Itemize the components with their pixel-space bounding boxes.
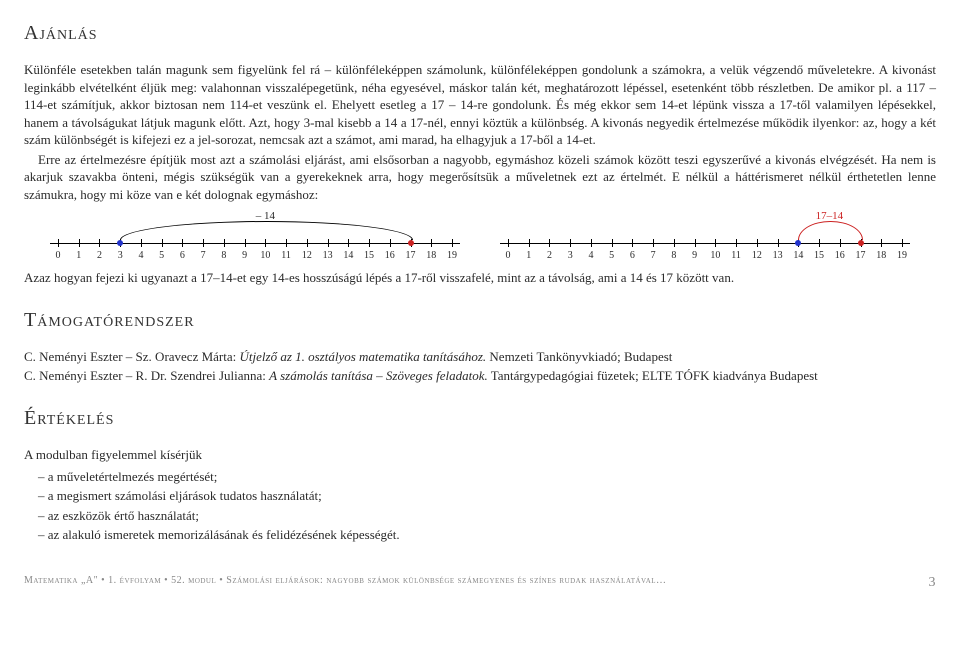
ertekeles-item: az alakuló ismeretek memorizálásának és … [38, 526, 936, 544]
page-footer: Matematika „A" • 1. évfolyam • 52. modul… [24, 574, 936, 593]
ertekeles-section: Értékelés A modulban figyelemmel kísérjü… [24, 405, 936, 544]
footer-text: Matematika „A" • 1. évfolyam • 52. modul… [24, 574, 667, 593]
tamogato-section: Támogatórendszer C. Neményi Eszter – Sz.… [24, 307, 936, 385]
ertekeles-list: a műveletértelmezés megértését;a megisme… [24, 468, 936, 544]
ajanlas-section: Ajánlás Különféle esetekben talán magunk… [24, 20, 936, 287]
number-line-left: 012345678910111213141516171819– 14 [50, 213, 460, 263]
ertekeles-item: a műveletértelmezés megértését; [38, 468, 936, 486]
number-line-diagrams: 012345678910111213141516171819– 14 01234… [24, 213, 936, 263]
ertekeles-intro: A modulban figyelemmel kísérjük [24, 446, 936, 464]
footer-page: 3 [929, 574, 937, 593]
number-line-right: 01234567891011121314151617181917–14 [500, 213, 910, 263]
ajanlas-p2: Erre az értelmezésre építjük most azt a … [24, 151, 936, 204]
ajanlas-title: Ajánlás [24, 20, 936, 47]
tamogato-line1: C. Neményi Eszter – Sz. Oravecz Márta: Ú… [24, 348, 936, 366]
ertekeles-item: az eszközök értő használatát; [38, 507, 936, 525]
ajanlas-p1: Különféle esetekben talán magunk sem fig… [24, 61, 936, 149]
ajanlas-p3: Azaz hogyan fejezi ki ugyanazt a 17–14-e… [24, 269, 936, 287]
ertekeles-item: a megismert számolási eljárások tudatos … [38, 487, 936, 505]
tamogato-title: Támogatórendszer [24, 307, 936, 334]
tamogato-line2: C. Neményi Eszter – R. Dr. Szendrei Juli… [24, 367, 936, 385]
ertekeles-title: Értékelés [24, 405, 936, 432]
